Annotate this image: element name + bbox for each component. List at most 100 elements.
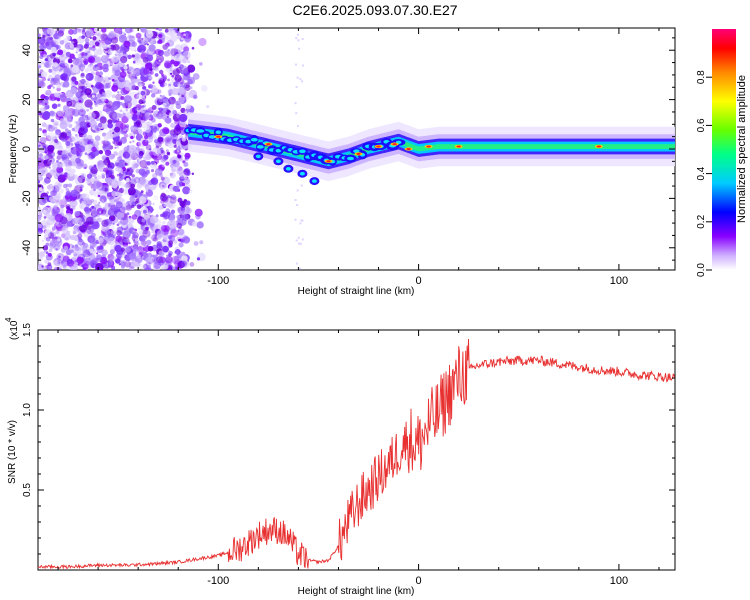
noise-speck [81, 174, 85, 178]
noise-speck [79, 222, 83, 226]
noise-speck [199, 240, 204, 245]
noise-speck [176, 222, 183, 229]
noise-speck [138, 192, 143, 196]
noise-speck [53, 126, 58, 131]
noise-speck [73, 126, 80, 133]
noise-speck [129, 252, 137, 260]
noise-speck [38, 197, 47, 206]
noise-speck [141, 147, 145, 151]
noise-speck [57, 34, 62, 40]
noise-speck [79, 203, 86, 210]
noise-speck [166, 138, 171, 143]
noise-speck [148, 133, 152, 137]
noise-speck [135, 69, 140, 73]
noise-speck [57, 103, 61, 107]
noise-speck [47, 144, 55, 152]
noise-speck [171, 65, 177, 71]
noise-speck [44, 58, 48, 62]
noise-speck [157, 39, 163, 44]
noise-speck [123, 40, 131, 48]
bot-xlabel: Height of straight line (km) [298, 586, 415, 597]
noise-speck [138, 168, 146, 176]
noise-speck [163, 44, 169, 50]
noise-speck [138, 153, 143, 159]
noise-speck [163, 257, 172, 266]
noise-speck [94, 135, 101, 142]
noise-speck [90, 260, 96, 266]
noise-speck [85, 216, 95, 225]
noise-speck [134, 53, 141, 60]
x-tick-label: 100 [610, 275, 628, 287]
noise-speck [137, 176, 146, 185]
noise-speck [154, 58, 162, 67]
noise-speck [51, 103, 58, 109]
noise-speck [90, 84, 94, 88]
noise-speck [105, 213, 109, 217]
noise-speck [170, 229, 179, 238]
noise-speck [165, 256, 173, 264]
noise-speck [58, 54, 67, 62]
noise-speck [189, 262, 195, 267]
noise-speck [71, 256, 76, 261]
scale-exponent: 4 [4, 317, 13, 322]
noise-speck [109, 199, 116, 206]
noise-speck [159, 69, 164, 75]
noise-speck [78, 139, 85, 146]
noise-speck [72, 228, 79, 235]
noise-speck [101, 219, 109, 227]
noise-speck [80, 93, 84, 97]
noise-speck [79, 139, 86, 146]
noise-speck [100, 96, 107, 102]
noise-speck [86, 108, 89, 112]
noise-speck [56, 87, 61, 92]
noise-speck [129, 195, 136, 202]
noise-speck [184, 134, 190, 139]
noise-speck [41, 51, 45, 55]
noise-speck [96, 252, 99, 255]
noise-speck [70, 140, 73, 143]
x-tick-label: 0 [416, 275, 422, 287]
noise-speck [139, 263, 147, 270]
noise-speck [145, 160, 149, 164]
noise-speck [57, 49, 64, 56]
noise-speck [191, 172, 194, 175]
noise-speck [110, 169, 115, 174]
noise-speck [60, 204, 65, 209]
noise-speck [97, 189, 104, 196]
noise-speck [165, 208, 171, 214]
noise-speck [171, 199, 174, 202]
noise-speck [97, 237, 104, 244]
noise-speck [170, 72, 173, 75]
noise-speck [53, 243, 61, 251]
noise-speck [38, 44, 45, 50]
noise-speck [181, 255, 188, 262]
noise-speck [179, 157, 184, 162]
noise-speck [103, 135, 110, 141]
y-tick-label: 40 [21, 44, 33, 56]
noise-speck [169, 174, 175, 180]
ridge-blob [245, 139, 252, 144]
noise-speck [117, 141, 123, 146]
chart-title: C2E6.2025.093.07.30.E27 [292, 2, 458, 18]
noise-speck [72, 217, 79, 225]
noise-speck [38, 79, 44, 88]
noise-speck [85, 74, 90, 79]
noise-speck [180, 107, 186, 113]
noise-speck [136, 204, 142, 209]
noise-speck [95, 255, 102, 263]
noise-speck [58, 263, 64, 268]
noise-speck [124, 84, 132, 91]
noise-speck [89, 36, 93, 40]
noise-speck [126, 46, 130, 49]
noise-speck [140, 225, 146, 231]
noise-speck [138, 158, 142, 162]
noise-speck [153, 126, 158, 130]
noise-speck [160, 176, 165, 181]
noise-speck [100, 55, 109, 63]
noise-speck [125, 204, 132, 211]
noise-speck [127, 54, 132, 60]
noise-speck [80, 66, 85, 71]
noise-speck [54, 74, 61, 81]
noise-speck [85, 85, 88, 88]
noise-speck [70, 153, 77, 161]
